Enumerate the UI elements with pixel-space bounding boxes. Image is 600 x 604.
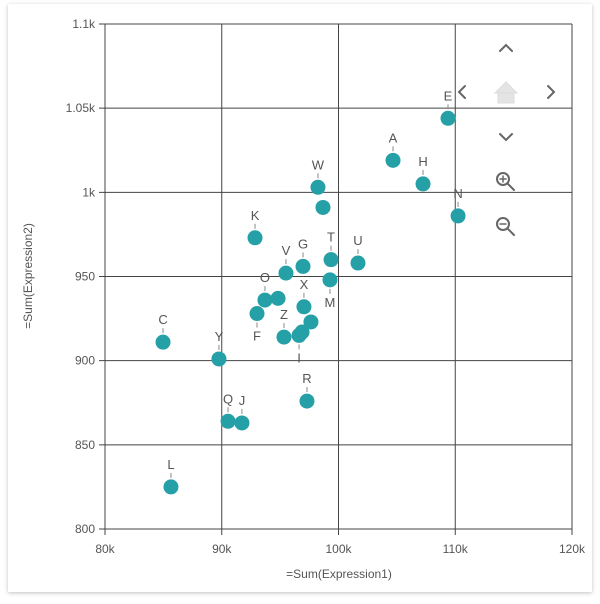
point-label: N bbox=[453, 186, 462, 201]
data-point[interactable] bbox=[299, 393, 315, 409]
point-label: L bbox=[167, 457, 174, 472]
x-tick-label: 110k bbox=[443, 542, 469, 556]
pan-up-icon[interactable] bbox=[499, 43, 513, 52]
point-label: R bbox=[302, 371, 311, 386]
data-point[interactable] bbox=[415, 176, 431, 192]
x-axis-label: =Sum(Expression1) bbox=[286, 567, 392, 581]
data-point[interactable] bbox=[323, 252, 339, 268]
y-tick-label: 850 bbox=[75, 438, 95, 452]
data-point[interactable] bbox=[234, 415, 250, 431]
point-label: Z bbox=[280, 307, 288, 322]
pan-right-icon[interactable] bbox=[547, 85, 556, 99]
data-point[interactable] bbox=[291, 327, 307, 343]
x-tick-label: 120k bbox=[559, 542, 586, 556]
data-point[interactable] bbox=[220, 413, 236, 429]
data-point[interactable] bbox=[296, 299, 312, 315]
point-label: I bbox=[297, 350, 301, 365]
pan-left-icon[interactable] bbox=[457, 85, 466, 99]
y-tick-label: 1k bbox=[82, 185, 96, 199]
data-point[interactable] bbox=[322, 272, 338, 288]
point-label: A bbox=[389, 130, 398, 145]
zoom-out-icon[interactable] bbox=[496, 217, 515, 236]
point-label: X bbox=[300, 277, 309, 292]
point-label: F bbox=[253, 329, 261, 344]
point-label: H bbox=[418, 154, 427, 169]
data-point[interactable] bbox=[450, 208, 466, 224]
data-point[interactable] bbox=[440, 110, 456, 126]
point-label: Y bbox=[215, 329, 224, 344]
data-point[interactable] bbox=[350, 255, 366, 271]
y-tick-label: 1.05k bbox=[66, 101, 96, 115]
point-label: J bbox=[239, 393, 246, 408]
data-point[interactable] bbox=[295, 258, 311, 274]
data-point[interactable] bbox=[257, 292, 273, 308]
data-point[interactable] bbox=[163, 479, 179, 495]
y-tick-label: 800 bbox=[75, 522, 95, 536]
point-label: W bbox=[312, 157, 325, 172]
point-label: K bbox=[251, 208, 260, 223]
data-point[interactable] bbox=[303, 314, 319, 330]
data-point[interactable] bbox=[310, 179, 326, 195]
data-point[interactable] bbox=[315, 199, 331, 215]
data-point[interactable] bbox=[211, 351, 227, 367]
data-point[interactable] bbox=[247, 230, 263, 246]
pan-down-icon[interactable] bbox=[499, 133, 513, 142]
x-tick-label: 100k bbox=[325, 542, 352, 556]
data-point[interactable] bbox=[270, 290, 286, 306]
point-label: C bbox=[158, 312, 167, 327]
data-point[interactable] bbox=[278, 265, 294, 281]
y-tick-label: 900 bbox=[75, 354, 95, 368]
x-tick-label: 80k bbox=[95, 542, 115, 556]
y-tick-label: 950 bbox=[75, 270, 95, 284]
point-label: T bbox=[327, 230, 335, 245]
point-label: Q bbox=[223, 391, 233, 406]
data-point[interactable] bbox=[276, 329, 292, 345]
x-tick-label: 90k bbox=[212, 542, 232, 556]
y-tick-label: 1.1k bbox=[72, 17, 96, 31]
point-label: G bbox=[298, 236, 308, 251]
y-axis-label: =Sum(Expression2) bbox=[21, 223, 35, 329]
data-point[interactable] bbox=[155, 334, 171, 350]
data-point[interactable] bbox=[249, 306, 265, 322]
point-label: U bbox=[353, 233, 362, 248]
point-label: V bbox=[282, 243, 291, 258]
data-point[interactable] bbox=[385, 152, 401, 168]
point-label: E bbox=[444, 88, 453, 103]
home-icon[interactable] bbox=[493, 81, 519, 104]
point-label: M bbox=[325, 295, 336, 310]
point-label: O bbox=[260, 270, 270, 285]
zoom-in-icon[interactable] bbox=[496, 172, 515, 191]
